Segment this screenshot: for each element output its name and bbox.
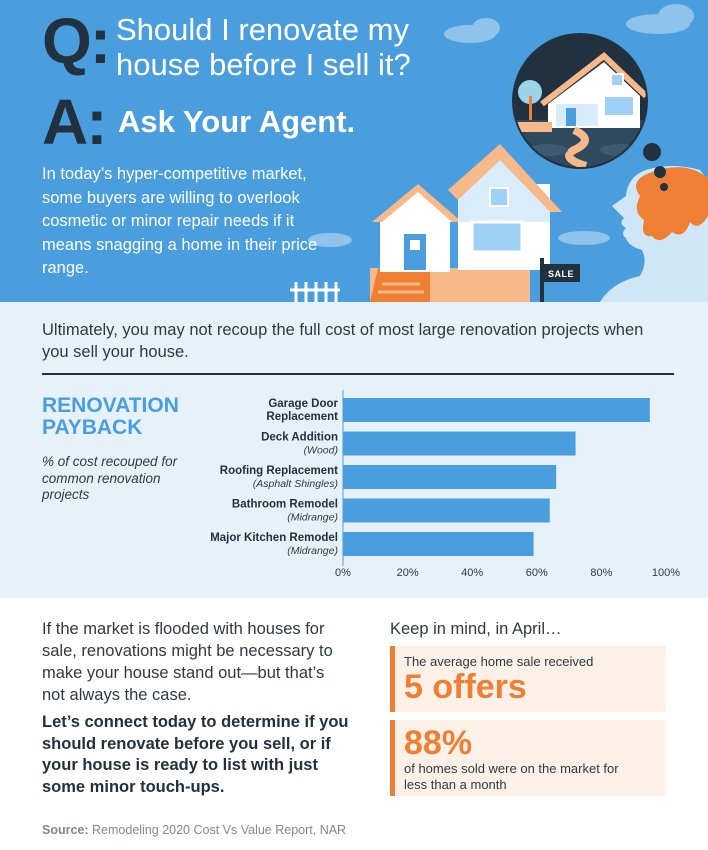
chart-category-detail: (Wood) (304, 445, 338, 457)
chart-bar (343, 532, 534, 556)
chart-tick-label: 20% (397, 567, 419, 579)
chart-tick-label: 100% (652, 567, 680, 579)
market-time-stat-card: 88% of homes sold were on the market for… (390, 720, 666, 796)
offers-stat-card: The average home sale received 5 offers (390, 646, 666, 712)
chart-tick-label: 40% (461, 567, 483, 579)
chart-category-label: Replacement (266, 411, 338, 423)
call-to-action: Let’s connect today to determine if you … (42, 713, 349, 796)
section-intro: Ultimately, you may not recoup the full … (42, 321, 644, 361)
q-letter: Q: (42, 5, 111, 77)
answer-heading: Ask Your Agent. (118, 104, 356, 139)
chart-category-label: Deck Addition (261, 432, 338, 444)
stat-accent-bar (390, 720, 395, 796)
chart-category-detail: (Midrange) (287, 545, 338, 557)
chart-category-label: Garage Door (268, 398, 338, 410)
keep-in-mind-heading: Keep in mind, in April… (390, 620, 562, 638)
renovation-chart-section: Ultimately, you may not recoup the full … (0, 302, 708, 598)
section-divider (42, 373, 674, 375)
house-illustration (290, 4, 708, 302)
chart-category-label: Major Kitchen Remodel (210, 532, 338, 544)
chart-bar (343, 431, 576, 456)
source-text: Remodeling 2020 Cost Vs Value Report, NA… (88, 823, 347, 837)
hero-banner: SALE Q: Should I renovate my house befor… (0, 0, 708, 302)
chart-title: RENOVATION PAYBACK (42, 394, 179, 439)
a-letter: A: (42, 86, 108, 158)
question-row: Q: Should I renovate my house before I s… (42, 5, 456, 82)
question-heading: Should I renovate my house before I sell… (116, 12, 411, 82)
chart-category-label: Bathroom Remodel (232, 499, 338, 511)
answer-row: A: Ask Your Agent. (42, 86, 356, 158)
market-time-stat-label: of homes sold were on the market for les… (404, 761, 619, 792)
intro-paragraph: In today’s hyper-competitive market, som… (42, 165, 318, 277)
chart-bar (343, 498, 550, 523)
chart-tick-label: 60% (526, 567, 548, 579)
chart-tick-label: 80% (590, 567, 612, 579)
chart-tick-label: 0% (335, 567, 351, 579)
market-paragraph: If the market is flooded with houses for… (42, 620, 333, 704)
source-label: Source: (42, 823, 89, 837)
stat-accent-bar (390, 646, 395, 712)
chart-category-detail: (Asphalt Shingles) (253, 478, 338, 490)
source-note: Source: Remodeling 2020 Cost Vs Value Re… (42, 823, 346, 837)
chart-bar (343, 398, 650, 422)
chart-category-detail: (Midrange) (287, 512, 338, 524)
sale-sign-label: SALE (548, 269, 575, 279)
offers-stat-label: The average home sale received (404, 654, 594, 669)
offers-stat-value: 5 offers (404, 668, 527, 706)
market-time-stat-value: 88% (404, 724, 473, 762)
chart-bar (343, 465, 557, 489)
chart-subtitle: % of cost recouped for common renovation… (42, 454, 178, 502)
chart-category-label: Roofing Replacement (220, 465, 338, 477)
